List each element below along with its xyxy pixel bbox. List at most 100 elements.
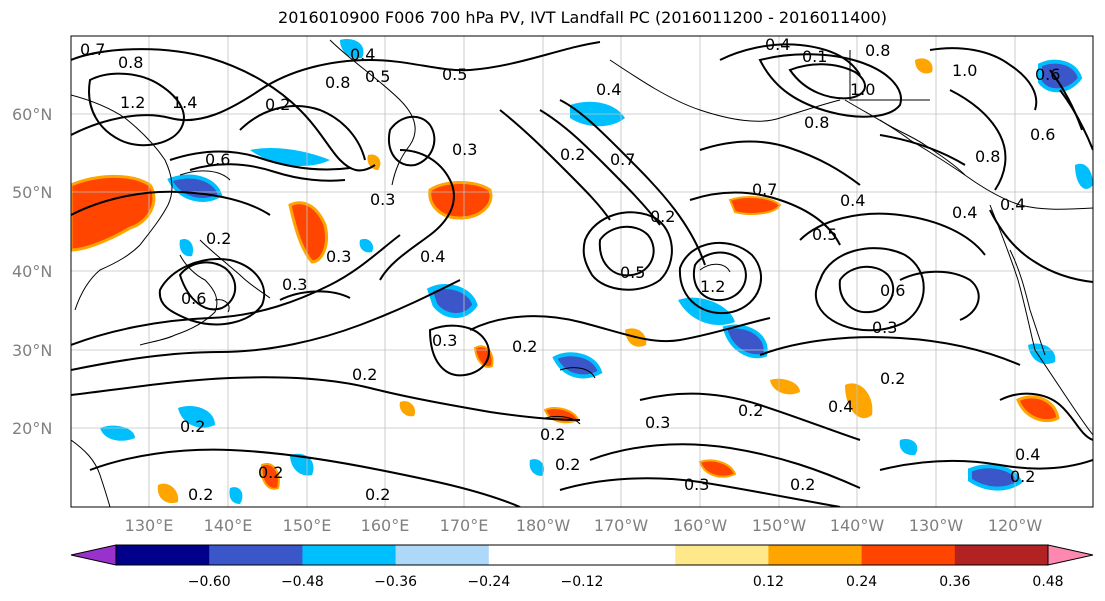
colorbar-tick-label: −0.60 (188, 574, 231, 590)
contour-label: 0.4 (840, 191, 865, 210)
contour-label: 0.8 (325, 73, 350, 92)
pv-contours-thin (179, 170, 731, 425)
contour-label: 0.4 (828, 397, 853, 416)
map-field: 0.7 0.8 0.4 0.5 1.2 1.4 0.8 0.2 0.5 0.6 … (71, 35, 1093, 507)
colorbar-cell (209, 545, 303, 565)
lon-label: 140°W (830, 516, 885, 535)
contour-label: 0.2 (790, 475, 815, 494)
lat-label: 50°N (12, 183, 52, 202)
contour-label: 0.2 (352, 365, 377, 384)
map-frame (70, 35, 1094, 508)
graticule (71, 36, 1093, 507)
lon-label: 170°W (594, 516, 649, 535)
colorbar-cell (768, 545, 863, 565)
contour-label: 0.3 (326, 247, 351, 266)
contour-label: 0.2 (206, 229, 231, 248)
colorbar-cell (582, 545, 676, 565)
contour-label: 0.8 (118, 53, 143, 72)
lon-label: 160°E (361, 516, 410, 535)
contour-label: 0.2 (555, 455, 580, 474)
contour-label: 1.2 (120, 93, 145, 112)
contour-label: 0.2 (265, 95, 290, 114)
colorbar-cell (395, 545, 490, 565)
contour-label: 0.1 (802, 47, 827, 66)
colorbar-tick-label: −0.48 (281, 574, 324, 590)
contour-label: 0.5 (620, 263, 645, 282)
contour-labels: 0.7 0.8 0.4 0.5 1.2 1.4 0.8 0.2 0.5 0.6 … (80, 35, 1060, 504)
lon-label: 150°E (283, 516, 332, 535)
contour-label: 0.7 (610, 150, 635, 169)
contour-label: 1.0 (850, 80, 875, 99)
contour-label: 1.2 (700, 277, 725, 296)
contour-label: 0.4 (765, 35, 790, 54)
contour-label: 0.7 (80, 40, 105, 59)
colorbar-tick-label: 0.24 (846, 574, 877, 590)
lon-label: 120°W (988, 516, 1043, 535)
colorbar-tick-label: 0.48 (1032, 574, 1063, 590)
lon-label: 180°W (516, 516, 571, 535)
contour-label: 0.8 (865, 41, 890, 60)
colorbar-tick-label: −0.36 (374, 574, 417, 590)
contour-label: 0.3 (645, 413, 670, 432)
contour-label: 0.3 (684, 475, 709, 494)
contour-label: 0.6 (1035, 65, 1060, 84)
lon-label: 170°E (440, 516, 489, 535)
contour-label: 0.2 (188, 485, 213, 504)
pv-contours (71, 41, 1093, 507)
colorbar-cell (861, 545, 956, 565)
contour-label: 0.2 (180, 417, 205, 436)
contour-label: 0.7 (752, 180, 777, 199)
contour-label: 0.5 (442, 65, 467, 84)
contour-label: 0.8 (975, 147, 1000, 166)
longitude-labels: 130°E 140°E 150°E 160°E 170°E 180°W 170°… (125, 516, 1043, 535)
contour-label: 0.2 (258, 463, 283, 482)
contour-label: 0.2 (880, 369, 905, 388)
contour-label: 0.2 (540, 425, 565, 444)
colorbar-cell (954, 545, 1049, 565)
lon-label: 140°E (204, 516, 253, 535)
contour-label: 0.5 (812, 225, 837, 244)
contour-label: 0.4 (1015, 445, 1040, 464)
colorbar-frame (115, 544, 1049, 566)
contour-label: 0.2 (560, 145, 585, 164)
colorbar-cell (488, 545, 583, 565)
contour-label: 0.4 (350, 45, 375, 64)
colorbar-tick-label: −0.24 (467, 574, 510, 590)
contour-label: 0.3 (370, 190, 395, 209)
lat-label: 60°N (12, 105, 52, 124)
colorbar-tick-label: 0.12 (753, 574, 784, 590)
contour-label: 0.6 (1030, 125, 1055, 144)
contour-label: 0.2 (512, 337, 537, 356)
map-title: 2016010900 F006 700 hPa PV, IVT Landfall… (278, 8, 887, 27)
contour-label: 0.6 (205, 150, 230, 169)
contour-label: 0.3 (432, 331, 457, 350)
lat-label: 20°N (12, 419, 52, 438)
contour-label: 0.5 (365, 67, 390, 86)
contour-label: 0.3 (452, 140, 477, 159)
shaded-anomalies (71, 39, 1093, 504)
contour-label: 0.6 (880, 281, 905, 300)
contour-label: 0.2 (650, 207, 675, 226)
contour-label: 0.4 (952, 203, 977, 222)
contour-label: 0.4 (596, 80, 621, 99)
latitude-labels: 60°N 50°N 40°N 30°N 20°N (12, 105, 52, 438)
lon-label: 160°W (673, 516, 728, 535)
contour-label: 0.4 (420, 247, 445, 266)
colorbar-cell (302, 545, 397, 565)
colorbar-tick-label: 0.36 (939, 574, 970, 590)
colorbar: −0.60 −0.48 −0.36 −0.24 −0.12 0.12 0.24 0.36 0.4… (70, 544, 1094, 590)
contour-label: 1.4 (172, 93, 197, 112)
contour-label: 0.2 (738, 401, 763, 420)
contour-label: 0.8 (804, 113, 829, 132)
lon-label: 130°E (125, 516, 174, 535)
lat-label: 30°N (12, 341, 52, 360)
lon-label: 150°W (752, 516, 807, 535)
contour-label: 1.0 (952, 61, 977, 80)
lat-label: 40°N (12, 262, 52, 281)
lon-label: 130°W (909, 516, 964, 535)
contour-label: 0.2 (365, 485, 390, 504)
contour-label: 0.4 (1000, 195, 1025, 214)
contour-label: 0.6 (181, 289, 206, 308)
colorbar-extend-right (1047, 544, 1094, 566)
